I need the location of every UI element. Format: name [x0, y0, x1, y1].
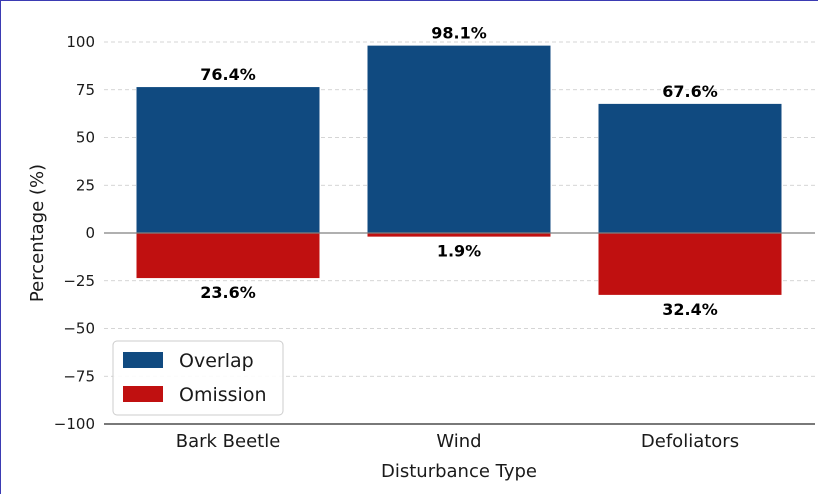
- data-label: 98.1%: [431, 24, 487, 43]
- y-tick-label: 25: [76, 176, 95, 194]
- bar-omission-defoliators: [598, 233, 782, 295]
- bar-overlap-defoliators: [598, 103, 782, 233]
- y-tick-label: 100: [66, 33, 95, 51]
- bars: [136, 45, 782, 295]
- bar-overlap-bark-beetle: [136, 87, 320, 234]
- data-label: 76.4%: [200, 65, 256, 84]
- x-tick-label: Wind: [436, 431, 481, 452]
- y-axis-ticks: 100 75 50 25 0 −25 −50 −75 −100: [54, 33, 95, 433]
- bar-omission-bark-beetle: [136, 233, 320, 279]
- data-label: 67.6%: [662, 82, 718, 101]
- legend: Overlap Omission: [112, 340, 284, 416]
- x-axis-title: Disturbance Type: [381, 461, 537, 482]
- y-tick-label: 75: [76, 81, 95, 99]
- x-axis-ticks: Bark Beetle Wind Defoliators: [176, 431, 739, 452]
- data-label: 23.6%: [200, 283, 256, 302]
- y-tick-label: 50: [76, 129, 95, 147]
- y-tick-label: −50: [63, 320, 95, 338]
- data-label: 32.4%: [662, 300, 718, 319]
- legend-label-overlap: Overlap: [179, 350, 254, 372]
- y-axis-title: Percentage (%): [27, 164, 48, 302]
- x-tick-label: Defoliators: [641, 431, 739, 452]
- y-tick-label: −25: [63, 272, 95, 290]
- bar-omission-wind: [367, 233, 551, 237]
- data-label: 1.9%: [437, 242, 481, 261]
- bar-overlap-wind: [367, 45, 551, 234]
- legend-label-omission: Omission: [179, 384, 267, 406]
- y-tick-label: −75: [63, 367, 95, 385]
- x-tick-label: Bark Beetle: [176, 431, 281, 452]
- y-tick-label: 0: [85, 224, 95, 242]
- legend-swatch-omission: [123, 386, 163, 402]
- y-tick-label: −100: [54, 415, 95, 433]
- legend-swatch-overlap: [123, 352, 163, 368]
- data-labels: 76.4% 23.6% 98.1% 1.9% 67.6% 32.4%: [200, 24, 718, 319]
